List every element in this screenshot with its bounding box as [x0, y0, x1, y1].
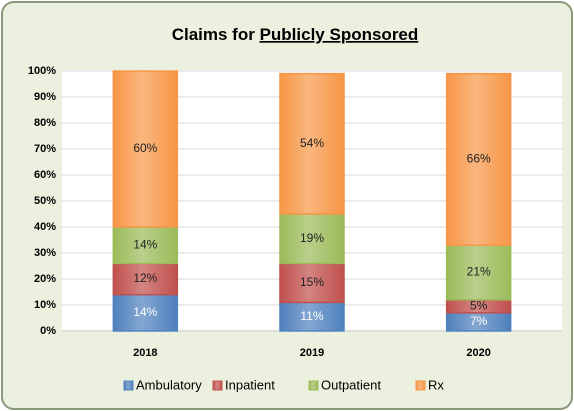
x-tick-label: 2019 — [300, 347, 324, 359]
y-tick-label: 80% — [34, 117, 56, 129]
legend-label: Ambulatory — [136, 377, 202, 392]
bar-segment — [112, 70, 179, 228]
bar-segment — [445, 244, 512, 301]
x-tick-label: 2020 — [466, 347, 490, 359]
legend-swatch — [123, 380, 134, 391]
title-text: Claims for — [172, 25, 256, 44]
data-label: 5% — [470, 298, 488, 312]
data-label: 19% — [300, 231, 324, 245]
bar-segment — [279, 262, 345, 304]
y-tick-label: 50% — [34, 195, 56, 207]
data-label: 7% — [470, 314, 488, 328]
y-tick-label: 40% — [34, 221, 56, 233]
data-label: 66% — [467, 152, 491, 166]
y-tick-label: 0% — [40, 325, 56, 337]
chart-title: Claims for Publicly Sponsored — [172, 25, 419, 44]
data-label: 60% — [133, 141, 157, 155]
data-label: 21% — [467, 265, 491, 279]
bar-segment — [279, 213, 345, 265]
y-tick-label: 70% — [34, 143, 56, 155]
data-label: 14% — [133, 237, 157, 251]
legend-label: Inpatient — [225, 377, 275, 392]
y-tick-label: 60% — [34, 169, 56, 181]
y-tick-label: 30% — [34, 247, 56, 259]
y-tick-label: 90% — [34, 91, 56, 103]
data-label: 12% — [133, 271, 157, 285]
legend-swatch — [212, 380, 223, 391]
y-tick-label: 10% — [34, 299, 56, 311]
data-label: 14% — [133, 305, 157, 319]
legend-label: Outpatient — [321, 377, 381, 392]
y-tick-label: 20% — [34, 273, 56, 285]
bar-segment — [445, 72, 512, 246]
bar-segment — [279, 72, 345, 215]
x-tick-label: 2018 — [133, 347, 157, 359]
data-label: 15% — [300, 275, 324, 289]
bar-segment — [279, 301, 345, 332]
data-label: 11% — [300, 309, 323, 323]
legend-label: Rx — [428, 377, 444, 392]
legend-swatch — [308, 380, 319, 391]
y-tick-label: 100% — [28, 65, 56, 77]
data-label: 54% — [300, 136, 324, 150]
legend-swatch — [415, 380, 426, 391]
title-emphasis: Publicly Sponsored — [260, 25, 419, 44]
